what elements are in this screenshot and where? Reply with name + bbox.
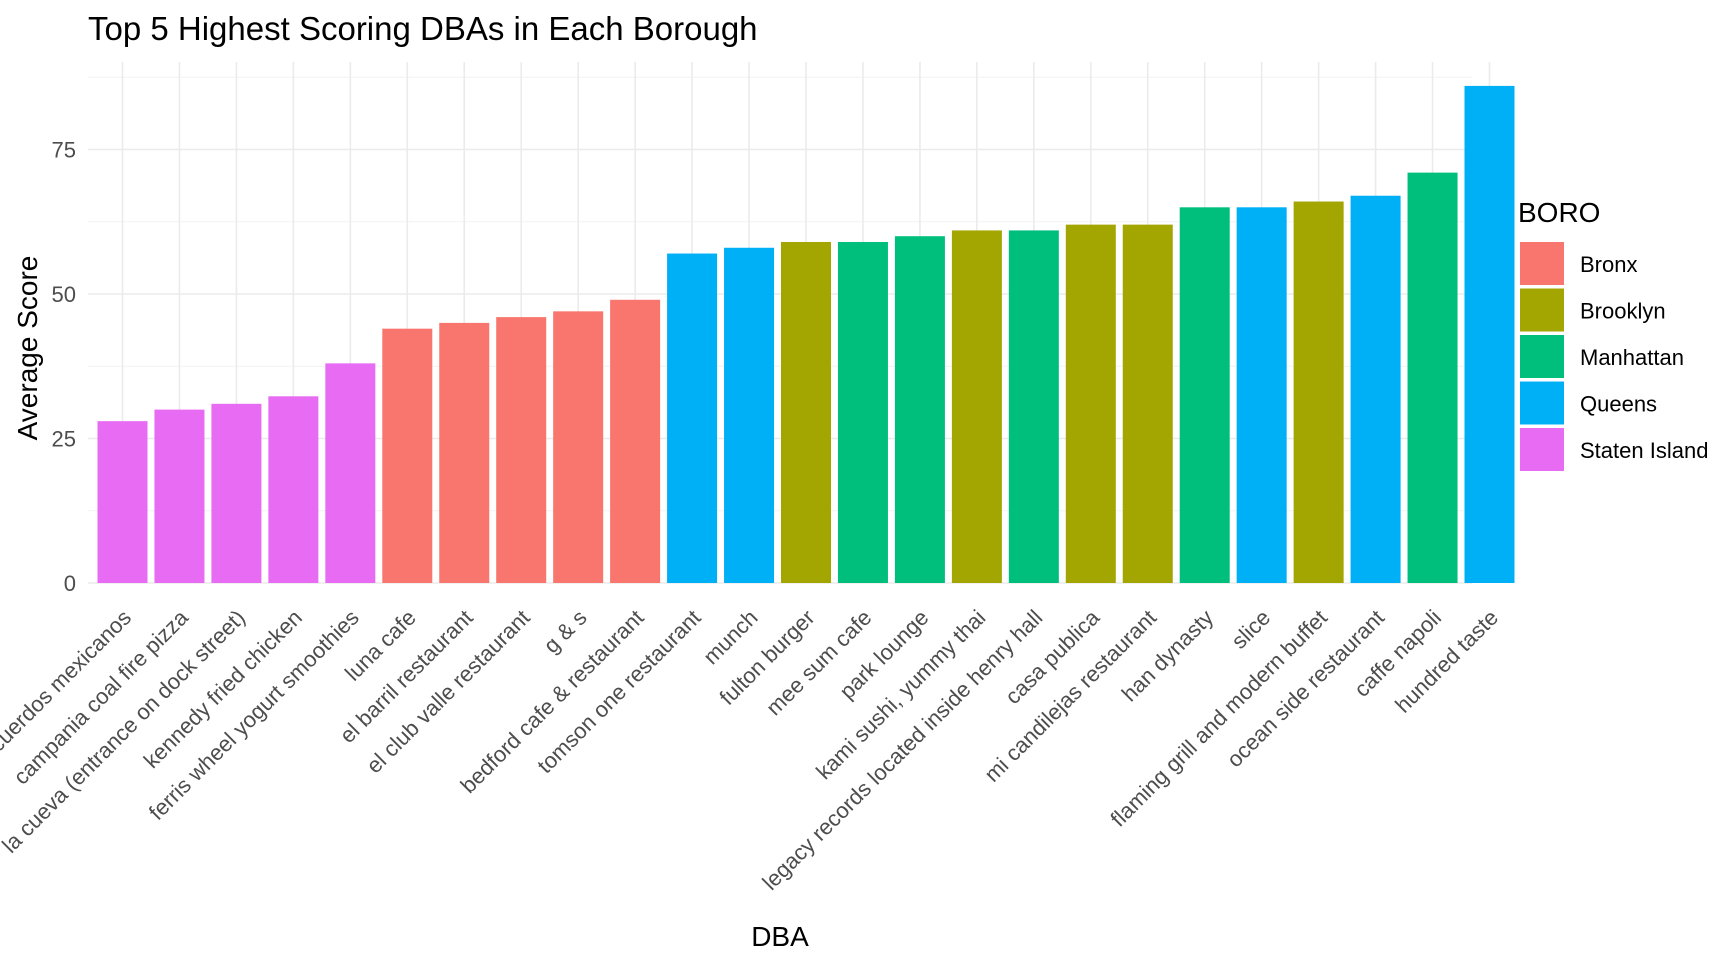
legend-label-manhattan: Manhattan	[1580, 345, 1684, 370]
bar-flaming-grill-and-modern-buffet	[1293, 201, 1344, 583]
bar-hundred-taste	[1464, 85, 1515, 584]
legend-label-queens: Queens	[1580, 392, 1657, 417]
bar-ferris-wheel-yogurt-smoothies	[325, 363, 376, 583]
bar-park-lounge	[894, 236, 945, 583]
bar-g-s	[553, 311, 604, 583]
bar-kami-sushi-yummy-thai	[951, 230, 1002, 584]
legend-title: BORO	[1518, 197, 1600, 228]
bar-el-barril-restaurant	[439, 322, 490, 583]
legend-label-staten-island: Staten Island	[1580, 438, 1708, 463]
y-tick-label: 25	[52, 427, 76, 452]
y-tick-label: 50	[52, 282, 76, 307]
bar-mi-candilejas-restaurant	[1122, 224, 1173, 583]
legend-swatch-staten-island	[1520, 428, 1564, 471]
bar-la-cueva-entrance-on-dock-street	[211, 403, 262, 583]
legend-swatch-queens	[1520, 381, 1564, 425]
bar-luna-cafe	[382, 328, 433, 583]
y-tick-label: 0	[64, 571, 76, 596]
bar-campania-coal-fire-pizza	[154, 409, 205, 583]
x-tick-label: la cueva (entrance on dock street)	[0, 605, 250, 858]
x-tick-label: slice	[1226, 605, 1275, 654]
y-axis-title: Average Score	[12, 256, 43, 441]
legend-swatch-bronx	[1520, 242, 1564, 285]
bar-slice	[1236, 207, 1287, 584]
legend-swatch-manhattan	[1520, 335, 1564, 378]
bar-munch	[724, 247, 775, 583]
legend-swatch-brooklyn	[1520, 288, 1564, 332]
bar-caffe-napoli	[1407, 172, 1458, 583]
x-axis-title: DBA	[751, 921, 809, 952]
y-tick-label: 75	[52, 138, 76, 163]
bar-han-dynasty	[1179, 207, 1230, 584]
legend: BORO Bronx Brooklyn Manhattan Queens Staten …	[1518, 197, 1708, 471]
chart-title: Top 5 Highest Scoring DBAs in Each Borou…	[88, 10, 758, 47]
bar-mee-sum-cafe	[837, 241, 888, 584]
legend-label-brooklyn: Brooklyn	[1580, 299, 1666, 324]
bar-series	[97, 85, 1515, 584]
bar-bedford-cafe-restaurant	[610, 299, 661, 583]
x-tick-label: g & s	[539, 605, 592, 658]
bar-recuerdos-mexicanos	[97, 421, 148, 583]
bar-tomson-one-restaurant	[667, 253, 718, 584]
bar-fulton-burger	[781, 241, 831, 584]
bar-el-club-valle-restaurant	[496, 317, 547, 583]
bar-legacy-records-located-inside-henry-hall	[1008, 230, 1059, 584]
bar-ocean-side-restaurant	[1350, 195, 1401, 584]
legend-label-bronx: Bronx	[1580, 252, 1637, 277]
y-axis-ticks: 0 25 50 75	[52, 138, 76, 597]
bar-casa-publica	[1065, 224, 1116, 583]
bar-kennedy-fried-chicken	[268, 396, 319, 583]
